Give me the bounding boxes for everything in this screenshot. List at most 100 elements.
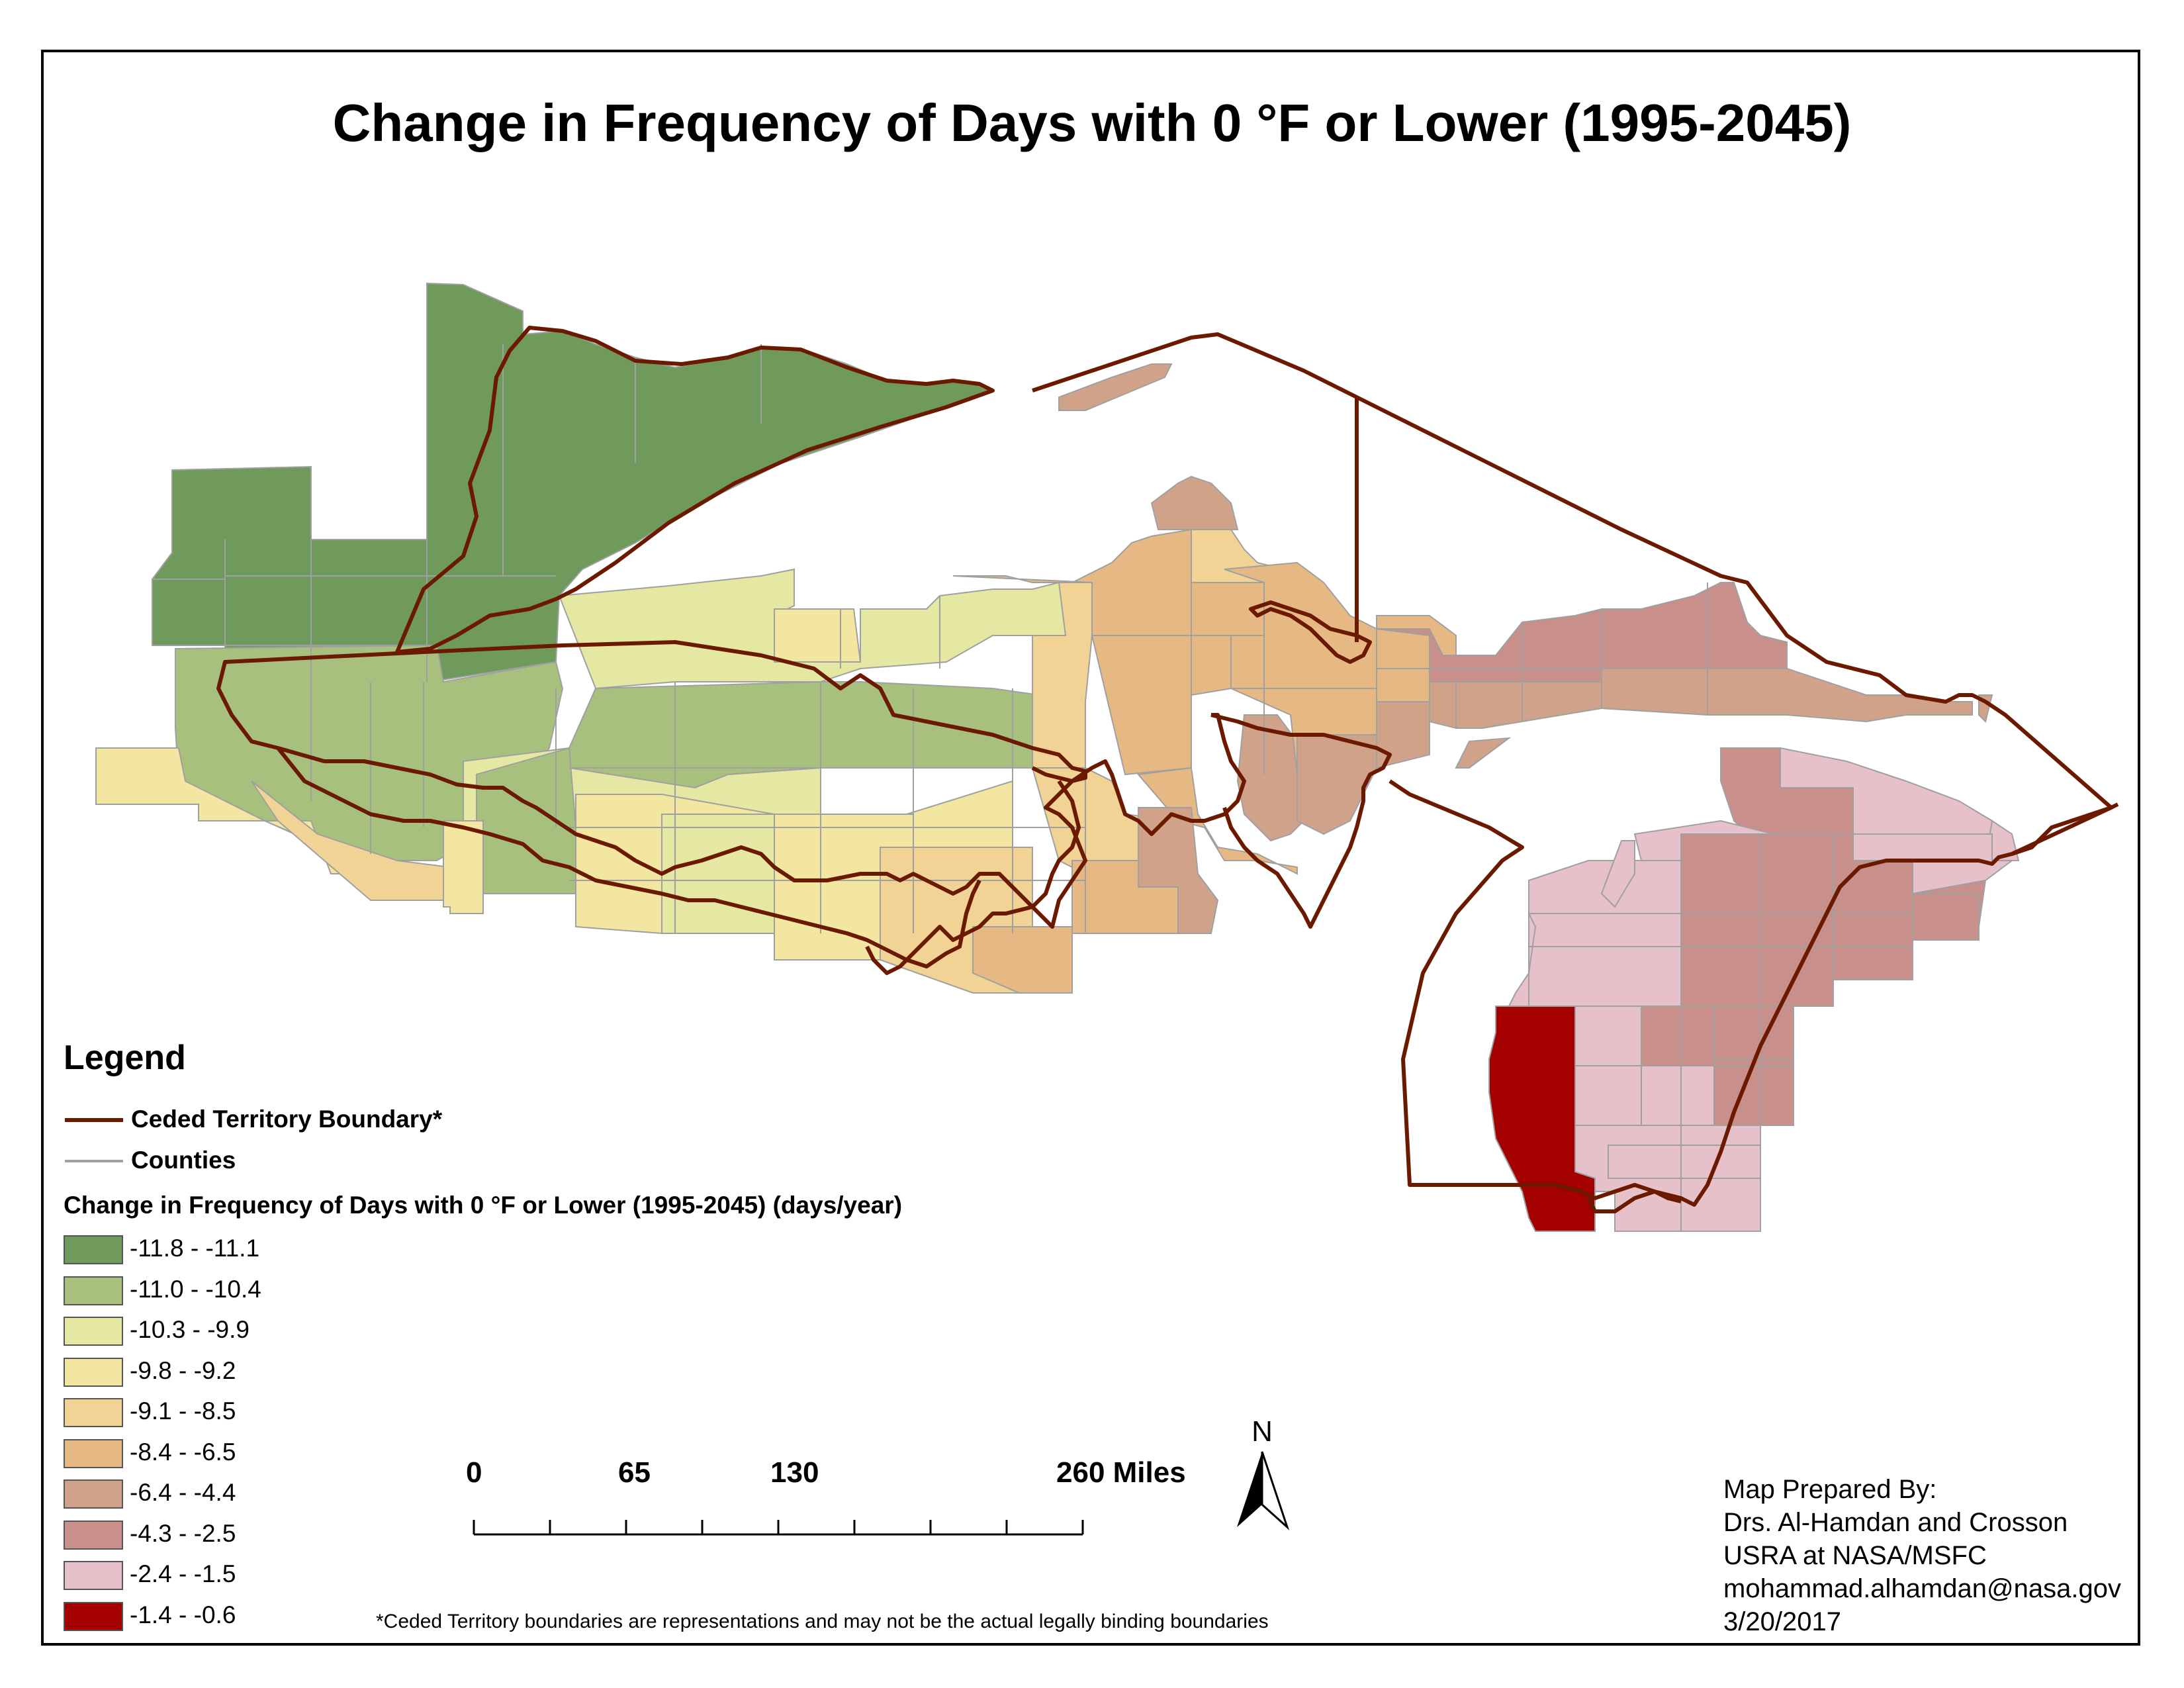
ceded-boundary-east	[1031, 713, 1246, 836]
legend-class-label: -2.4 - -1.5	[130, 1560, 236, 1587]
scale-bar	[473, 1520, 1084, 1536]
region-up-keweenaw	[1150, 475, 1239, 530]
legend-class-label: -9.1 - -8.5	[130, 1397, 236, 1425]
scale-bar-label: 130	[770, 1456, 819, 1489]
map-frame	[41, 50, 2140, 1646]
map-title: Change in Frequency of Days with 0 °F or…	[332, 93, 1852, 152]
region-lp-west-pink	[1528, 946, 1682, 1007]
region-lp-mid-pink	[1574, 1006, 1642, 1066]
credits: Map Prepared By: Drs. Al-Hamdan and Cros…	[1723, 1473, 2121, 1638]
legend-boundary-entry: Ceded Territory Boundary*	[64, 1102, 1056, 1143]
legend-class-9: -1.4 - -0.6	[64, 1597, 1056, 1638]
legend-class-0: -11.8 - -11.1	[64, 1230, 1056, 1271]
legend-class-swatch	[64, 1561, 123, 1590]
ceded-territory-boundaries	[216, 326, 2119, 1213]
region-wi-bay	[1137, 767, 1298, 875]
region-lp-southwest-pink	[1608, 1145, 1761, 1179]
credits-line: USRA at NASA/MSFC	[1723, 1541, 1987, 1570]
legend: Legend Ceded Territory Boundary* Countie…	[64, 1038, 1056, 1637]
ceded-boundary-wi-east	[1210, 713, 1392, 929]
legend-class-5: -8.4 - -6.5	[64, 1434, 1056, 1475]
region-wi-shore-south	[1071, 860, 1211, 934]
north-arrow-right-half	[1261, 1451, 1290, 1530]
legend-class-swatch	[64, 1357, 123, 1387]
region-lp-mid-pink-2	[1574, 1065, 1715, 1126]
region-wi-north	[558, 568, 1073, 690]
region-lp-mid-brown	[1641, 1006, 1794, 1066]
north-arrow-icon: N	[1237, 1415, 1290, 1530]
legend-class-label: -9.8 - -9.2	[130, 1356, 236, 1384]
region-up-mackinac	[1455, 681, 1602, 729]
ceded-boundary-1837-1842	[216, 640, 1087, 929]
region-up-chippewa	[1601, 668, 1973, 723]
credits-line: 3/20/2017	[1723, 1607, 1841, 1636]
credits-line: mohammad.alhamdan@nasa.gov	[1723, 1574, 2121, 1603]
legend-class-label: -1.4 - -0.6	[130, 1601, 236, 1628]
ceded-boundary-1836-east-arm	[2011, 802, 2119, 856]
legend-class-label: -11.0 - -10.4	[130, 1275, 261, 1303]
legend-class-swatch	[64, 1601, 123, 1631]
legend-class-swatch	[64, 1276, 123, 1305]
footnote: *Ceded Territory boundaries are represen…	[376, 1611, 1269, 1632]
legend-class-swatch	[64, 1479, 123, 1509]
legend-class-swatch	[64, 1317, 123, 1346]
region-isle-royale	[1058, 363, 1173, 411]
region-wi-door	[1236, 714, 1312, 842]
ceded-boundary-up	[1249, 600, 1372, 664]
region-up-delta	[1376, 701, 1430, 769]
scale-bar-ticks	[473, 1520, 1084, 1534]
scale-bar-label: 0	[466, 1456, 482, 1489]
legend-class-3: -9.8 - -9.2	[64, 1352, 1056, 1393]
credits-line: Map Prepared By:	[1723, 1475, 1937, 1504]
legend-class-swatch	[64, 1235, 123, 1264]
ceded-boundary-1854	[395, 326, 995, 654]
legend-classes-title: Change in Frequency of Days with 0 °F or…	[64, 1192, 903, 1219]
north-arrow-label: N	[1251, 1415, 1273, 1448]
county-lines	[152, 344, 1913, 1231]
legend-class-swatch	[64, 1438, 123, 1468]
county-regions	[95, 282, 2020, 1232]
ceded-boundary-inner	[276, 747, 981, 968]
legend-class-6: -6.4 - -4.4	[64, 1474, 1056, 1515]
legend-class-swatch	[64, 1398, 123, 1427]
scale-bar-label: 260 Miles	[1056, 1456, 1186, 1489]
region-wi-central-green	[569, 681, 1086, 789]
ceded-boundary-1836	[1032, 332, 2113, 1207]
ceded-boundary-lp-south	[1586, 1190, 1682, 1213]
region-wi-mid-yellow	[774, 608, 862, 663]
region-lp-east-brown	[1912, 893, 1979, 941]
legend-class-swatch	[64, 1520, 123, 1550]
legend-boundary-swatch	[65, 1118, 123, 1122]
legend-counties-entry: Counties	[64, 1143, 1056, 1184]
legend-counties-swatch	[65, 1160, 123, 1162]
region-wi-midwest-green	[476, 747, 576, 894]
legend-class-4: -9.1 - -8.5	[64, 1393, 1056, 1434]
legend-class-7: -4.3 - -2.5	[64, 1515, 1056, 1556]
legend-boundary-label: Ceded Territory Boundary*	[131, 1105, 443, 1133]
region-lp-saginaw	[1713, 1058, 1794, 1126]
legend-class-label: -8.4 - -6.5	[130, 1438, 236, 1466]
legend-heading: Legend	[64, 1039, 186, 1077]
legend-class-8: -2.4 - -1.5	[64, 1556, 1056, 1597]
county-lines-wi	[310, 596, 1086, 933]
ceded-boundary-south-loop	[865, 780, 1081, 975]
region-lp-northwest-3	[1528, 913, 1682, 947]
legend-counties-label: Counties	[131, 1147, 236, 1174]
legend-class-label: -6.4 - -4.4	[130, 1479, 236, 1506]
region-wi-southeast	[972, 926, 1073, 994]
north-arrow-left-half	[1237, 1452, 1262, 1527]
region-lp-west-shore-red	[1488, 1006, 1596, 1232]
county-lines-up	[1092, 583, 1787, 774]
region-bois-blanc	[1455, 737, 1512, 769]
scale-bar-label: 65	[618, 1456, 651, 1489]
legend-class-label: -11.8 - -11.1	[130, 1235, 260, 1262]
legend-class-label: -4.3 - -2.5	[130, 1519, 236, 1547]
legend-class-2: -10.3 - -9.9	[64, 1311, 1056, 1352]
legend-class-1: -11.0 - -10.4	[64, 1271, 1056, 1312]
county-lines-mn	[152, 344, 762, 682]
region-lp-leelanau	[1600, 840, 1635, 908]
region-wi-west-edge	[443, 820, 484, 914]
county-lines-lp	[1529, 834, 1913, 1231]
legend-classes: -11.8 - -11.1 -11.0 - -10.4 -10.3 - -9.9…	[64, 1230, 1056, 1637]
